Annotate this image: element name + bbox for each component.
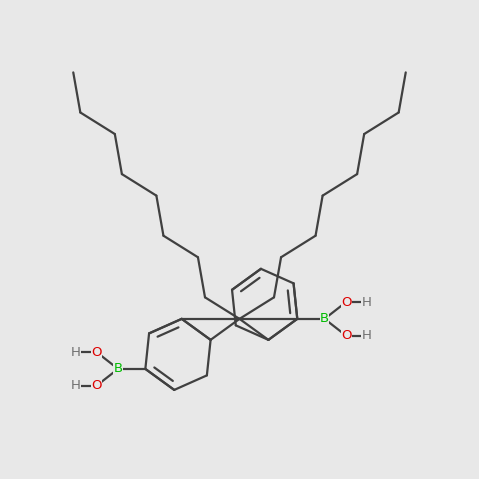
Text: B: B	[114, 363, 123, 376]
Text: H: H	[71, 379, 81, 392]
Text: O: O	[91, 346, 102, 359]
Text: O: O	[341, 329, 351, 342]
Text: H: H	[362, 329, 372, 342]
Text: O: O	[341, 296, 351, 308]
Text: H: H	[71, 346, 81, 359]
Text: O: O	[91, 379, 102, 392]
Text: H: H	[362, 296, 372, 308]
Text: B: B	[320, 312, 329, 325]
